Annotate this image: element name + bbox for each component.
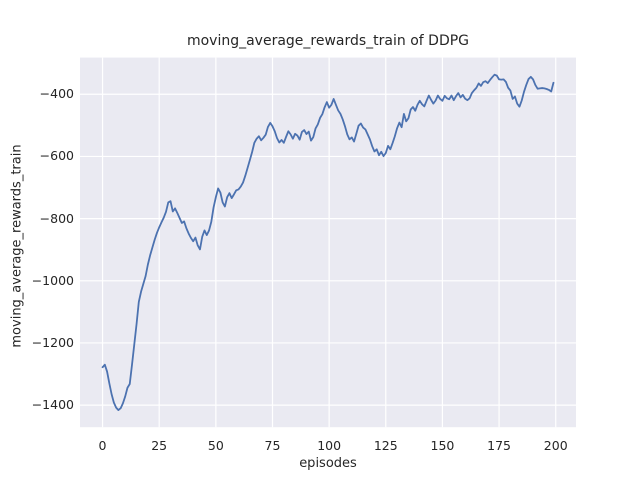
- x-axis-label: episodes: [299, 456, 357, 471]
- y-tick-label: −800: [39, 210, 74, 226]
- x-tick-label: 200: [543, 438, 568, 453]
- y-tick-label: −400: [39, 86, 74, 102]
- y-tick-label: −1400: [31, 397, 74, 413]
- x-tick-label: 25: [151, 438, 168, 453]
- x-tick-label: 100: [317, 438, 342, 453]
- x-tick-label: 175: [487, 438, 511, 453]
- y-tick-label: −1200: [31, 334, 74, 350]
- series-line-moving_average_rewards_train: [101, 73, 555, 412]
- axes-background: [80, 57, 576, 428]
- x-tick-label: 50: [207, 438, 224, 453]
- x-tick-label: 75: [264, 438, 281, 453]
- x-tick-label: 150: [430, 438, 455, 453]
- y-tick-label: −600: [39, 148, 74, 164]
- x-tick-label: 0: [98, 438, 107, 453]
- y-tick-label: −1000: [31, 272, 74, 288]
- chart-title: moving_average_rewards_train of DDPG: [186, 33, 470, 49]
- x-tick-label: 125: [373, 438, 398, 453]
- y-axis-label-text: moving_average_rewards_train: [9, 144, 25, 348]
